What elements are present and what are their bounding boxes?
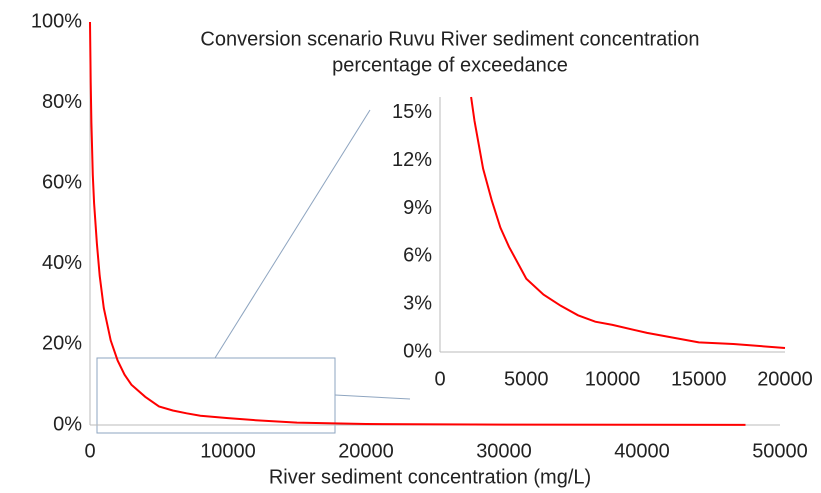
x-tick-label: 40000 — [614, 440, 670, 462]
y-tick-label: 100% — [31, 10, 82, 32]
y-tick-label: 12% — [392, 149, 432, 171]
y-tick-label: 60% — [42, 171, 82, 193]
y-tick-label: 6% — [403, 245, 432, 267]
x-tick-label: 15000 — [671, 368, 727, 390]
x-tick-label: 0 — [84, 440, 95, 462]
y-tick-label: 3% — [403, 292, 432, 314]
x-tick-label: 30000 — [476, 440, 532, 462]
x-tick-label: 10000 — [200, 440, 256, 462]
zoom-connector — [214, 109, 371, 359]
y-tick-label: 40% — [42, 252, 82, 274]
data-line — [470, 96, 786, 349]
x-tick-label: 20000 — [757, 368, 813, 390]
zoom-connector — [334, 394, 411, 400]
chart-title: Conversion scenario Ruvu River sediment … — [200, 28, 699, 50]
x-axis-label: River sediment concentration (mg/L) — [269, 466, 591, 488]
y-tick-label: 20% — [42, 333, 82, 355]
data-line — [89, 21, 746, 426]
x-tick-label: 0 — [434, 368, 445, 390]
x-tick-label: 5000 — [504, 368, 549, 390]
chart-title: percentage of exceedance — [332, 54, 568, 76]
y-tick-label: 0% — [403, 340, 432, 362]
x-tick-label: 10000 — [585, 368, 641, 390]
x-tick-label: 20000 — [338, 440, 394, 462]
y-tick-label: 0% — [53, 413, 82, 435]
y-tick-label: 9% — [403, 197, 432, 219]
x-tick-label: 50000 — [752, 440, 808, 462]
y-tick-label: 80% — [42, 91, 82, 113]
y-tick-label: 15% — [392, 101, 432, 123]
